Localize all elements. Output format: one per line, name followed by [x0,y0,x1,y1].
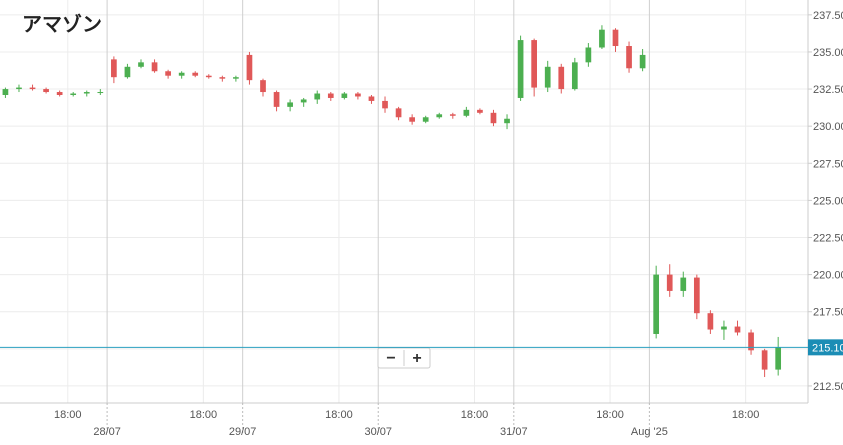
y-tick-label: 225.00 [813,195,843,207]
candle-body [409,117,415,122]
x-tick-label: 28/07 [93,426,121,438]
candle-body [355,93,361,97]
candle-body [43,89,49,93]
candle-body [748,332,754,351]
y-tick-label: 217.50 [813,307,843,319]
candle-body [504,118,510,124]
candle-body [531,40,537,88]
candle-body [16,87,22,90]
candle-body [599,29,605,48]
candle-body [327,93,334,98]
candle-body [449,114,456,116]
candle-body [192,72,199,76]
x-tick-label: 30/07 [364,426,392,438]
candle-body [314,93,321,100]
candle-body [246,54,253,81]
last-price-label: 215.10 [812,342,843,354]
candle-body [260,80,266,93]
candle-body [165,71,171,76]
candle-body [571,62,578,90]
candle-body [517,40,524,98]
candle-body [382,100,388,109]
chart-title: アマゾン [22,13,102,36]
last-price-box [808,339,843,356]
x-tick-label: 29/07 [229,426,257,438]
y-tick-label: 222.50 [813,232,843,244]
candle-body [680,277,687,291]
candle-body [490,112,497,124]
candle-body [463,109,470,116]
candle-body [287,102,293,107]
candle-body [138,62,144,67]
candle-body [707,313,714,330]
candle-body [422,117,429,122]
candle-body [693,277,700,314]
candle-body [544,66,551,88]
x-tick-label: 18:00 [732,409,760,421]
candle-body [111,59,117,78]
x-tick-label: 31/07 [500,426,528,438]
candle-body [558,66,565,90]
candle-body [205,75,212,78]
zoom-out-button[interactable]: − [386,350,395,367]
candle-body [300,99,307,103]
candle-body [368,96,375,101]
candle-body [124,66,131,78]
candle-body [273,92,280,107]
y-tick-label: 220.00 [813,270,843,282]
y-tick-label: 237.50 [813,10,843,22]
candle-body [233,77,239,79]
x-tick-label: 18:00 [54,409,82,421]
candle-body [151,62,158,72]
candle-body [585,47,592,63]
candle-body [2,89,9,95]
candle-body [639,54,646,69]
candle-body [734,326,741,333]
x-tick-label: Aug '25 [631,426,668,438]
zoom-controls: − + [377,347,431,369]
candle-body [775,347,782,370]
candle-body [612,29,619,47]
candle-body [29,87,36,90]
grid [0,0,808,403]
y-tick-label: 232.50 [813,84,843,96]
y-tick-label: 227.50 [813,158,843,170]
x-tick-label: 18:00 [190,409,218,421]
candle-body [341,93,348,98]
y-tick-label: 230.00 [813,121,843,133]
candles [2,25,782,378]
x-tick-label: 18:00 [325,409,353,421]
candle-body [83,92,90,94]
candle-body [97,92,104,94]
candle-body [626,46,632,69]
candle-body [436,114,443,118]
y-tick-label: 235.00 [813,47,843,59]
candle-body [761,350,768,370]
candle-body [666,274,673,291]
candle-body [653,274,660,334]
candle-body [56,92,63,95]
candle-body [70,93,77,95]
candle-body [178,72,185,76]
y-tick-label: 212.50 [813,381,843,393]
candle-body [219,77,226,79]
candle-body [395,108,402,118]
candle-body [477,109,483,113]
candle-body [721,326,727,330]
x-tick-label: 18:00 [596,409,624,421]
zoom-in-button[interactable]: + [412,350,421,367]
x-tick-label: 18:00 [461,409,489,421]
